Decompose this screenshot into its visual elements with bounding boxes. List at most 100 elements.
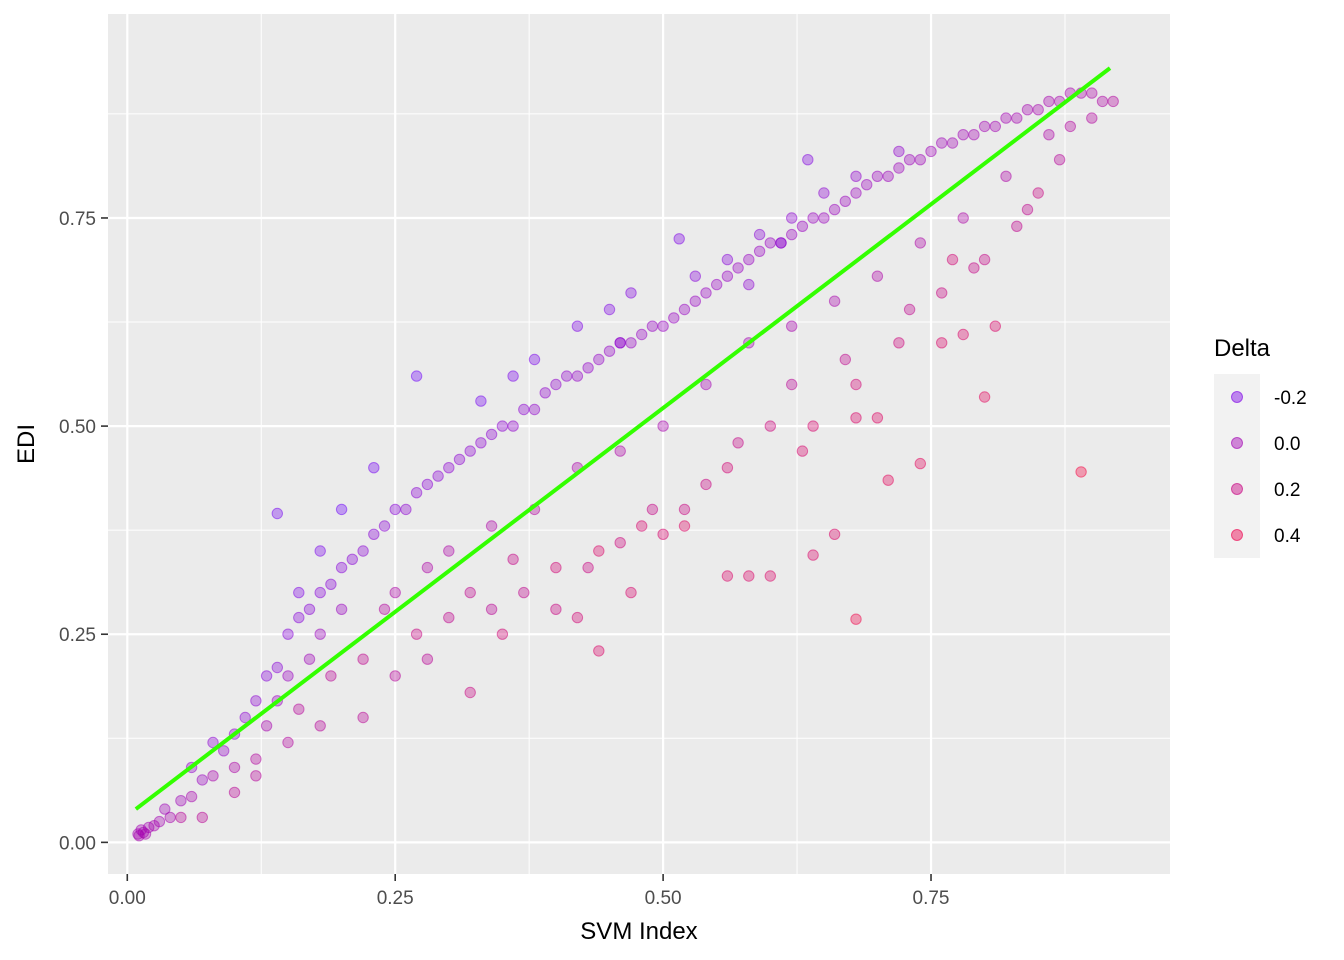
data-point [421,561,434,574]
y-tick-label: 0.00 [59,833,96,854]
data-point [421,653,434,665]
data-point [378,520,391,532]
data-point [1053,154,1066,166]
data-point [496,420,509,432]
legend-key-background [1214,374,1260,558]
data-point [914,154,926,166]
legend-key [1231,529,1243,541]
data-point [818,212,830,224]
data-point [807,212,819,224]
data-point [303,603,316,615]
data-point [1011,220,1023,233]
data-point [968,262,980,274]
data-point [528,403,541,416]
data-point [1043,95,1055,108]
data-point [593,645,605,657]
data-point [711,278,723,291]
data-point [775,237,787,249]
data-point [914,237,926,249]
data-point [871,270,884,282]
data-point [539,387,551,399]
data-point [464,445,476,457]
data-point [175,795,187,807]
data-point [989,320,1001,332]
data-point [1021,203,1034,216]
data-point [625,586,637,599]
data-point [1086,112,1098,124]
data-point [485,603,498,615]
data-point [475,437,487,449]
x-tick-label: 0.25 [377,888,414,909]
data-point [657,528,669,540]
data-point [839,353,851,366]
data-point [743,278,755,291]
data-point [250,695,262,707]
data-point [443,611,455,624]
data-point [464,686,476,699]
data-point [946,137,959,149]
data-point [989,120,1001,133]
data-point [678,303,691,316]
data-point [850,613,862,625]
y-tick-label: 0.25 [59,625,96,646]
data-point [443,462,455,474]
data-point [1000,112,1012,124]
data-point [1086,87,1098,99]
data-point [850,170,862,183]
data-point [464,586,476,599]
data-point [443,545,455,557]
data-point [1064,120,1077,133]
data-point [700,287,712,299]
data-point [314,586,326,599]
legend-label: 0.2 [1274,480,1300,501]
data-point [689,295,701,307]
data-point [250,770,262,782]
data-point [796,220,809,233]
y-axis-title: EDI [13,424,40,464]
data-point [582,362,594,374]
data-point [271,507,283,520]
data-point [764,570,776,582]
data-point [368,462,380,474]
data-point [571,611,584,624]
data-point [314,545,326,557]
data-point [721,270,734,282]
data-point [325,578,337,590]
data-point [228,761,241,774]
data-point [1032,187,1044,199]
data-point [400,503,412,516]
data-point [1032,104,1044,116]
data-point [786,212,798,224]
legend-label: 0.4 [1274,526,1301,547]
data-point [1043,129,1055,141]
data-point [260,720,273,732]
data-point [314,628,326,640]
legend-title: Delta [1214,335,1271,362]
data-point [668,312,680,324]
data-point [389,503,401,516]
data-point [743,570,755,582]
legend-key [1231,391,1243,403]
data-point [303,653,316,665]
data-point [957,129,969,141]
data-point [378,603,391,615]
data-point [314,720,326,732]
data-point [159,803,171,815]
data-point [485,428,498,441]
data-point [593,545,605,557]
data-point [861,179,873,191]
x-axis-title: SVM Index [580,918,697,945]
data-point [689,270,701,282]
data-point [893,145,905,158]
data-point [914,457,926,470]
data-point [603,345,616,357]
y-axis-ticks: 0.00 0.25 0.50 0.75 [59,209,108,854]
data-point [603,303,616,316]
data-point [893,337,905,349]
data-point [936,337,948,349]
data-point [528,353,541,366]
data-point [764,420,776,432]
data-point [507,420,519,432]
data-point [700,378,712,391]
legend-label: -0.2 [1274,388,1307,409]
